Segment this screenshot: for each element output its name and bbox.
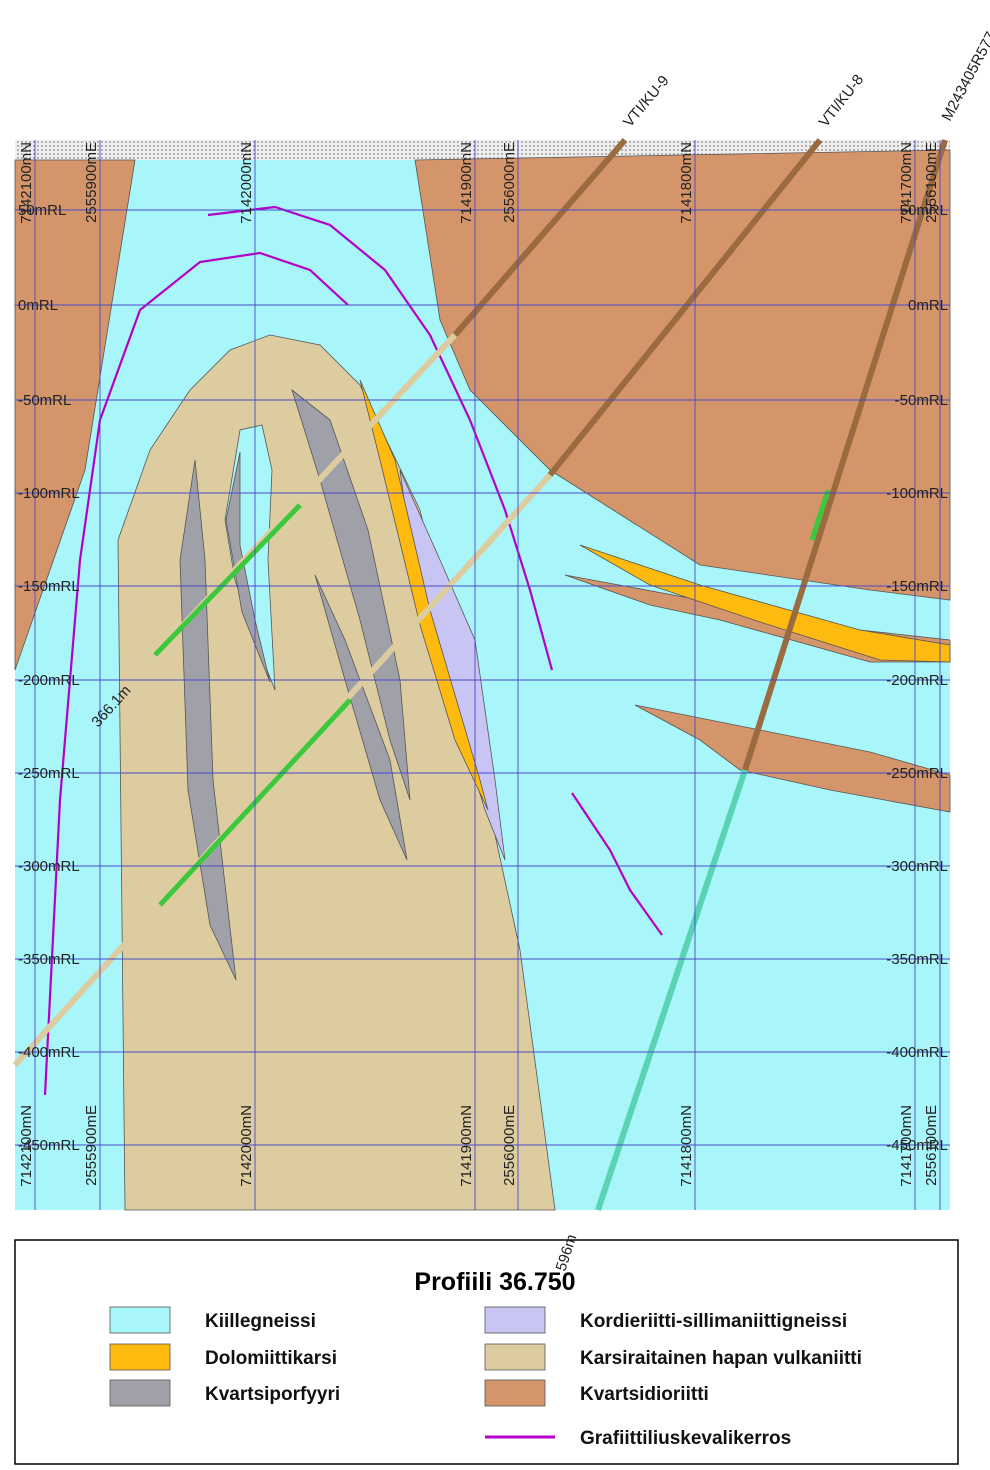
drillhole-label: VTI/KU-8 — [816, 71, 867, 130]
elevation-label: -50mRL — [895, 392, 948, 409]
column-label: 2556000mE — [501, 1105, 518, 1186]
elevation-label: -400mRL — [886, 1044, 948, 1061]
legend-swatch — [110, 1344, 170, 1370]
elevation-label: -350mRL — [18, 951, 80, 968]
elevation-label: -50mRL — [18, 392, 71, 409]
legend-swatch — [110, 1307, 170, 1333]
elevation-label: -450mRL — [18, 1137, 80, 1154]
elevation-label: -200mRL — [886, 672, 948, 689]
drillhole-label: M243405R577 — [939, 29, 990, 124]
elevation-label: -450mRL — [886, 1137, 948, 1154]
column-label: 7141900mN — [458, 1105, 475, 1187]
elevation-label: -100mRL — [886, 485, 948, 502]
elevation-label: 50mRL — [18, 202, 66, 219]
column-label: 7141800mN — [678, 142, 695, 224]
elevation-label: -150mRL — [18, 578, 80, 595]
section-map: Profiili 36.750 7142100mN7142100mN255590… — [0, 0, 990, 1465]
legend-swatch — [485, 1380, 545, 1406]
column-label: 7141900mN — [458, 142, 475, 224]
legend-label: Kiillegneissi — [205, 1311, 316, 1332]
column-label: 2555900mE — [83, 1105, 100, 1186]
elevation-label: -350mRL — [886, 951, 948, 968]
elevation-label: -200mRL — [18, 672, 80, 689]
legend-swatch — [485, 1307, 545, 1333]
column-label: 7142000mN — [238, 1105, 255, 1187]
legend-label: Dolomiittikarsi — [205, 1348, 337, 1369]
elevation-label: -400mRL — [18, 1044, 80, 1061]
legend-label: Kordieriitti-sillimaniittigneissi — [580, 1311, 847, 1332]
elevation-label: -250mRL — [886, 765, 948, 782]
legend-label: Karsiraitainen hapan vulkaniitti — [580, 1348, 862, 1369]
elevation-label: 50mRL — [900, 202, 948, 219]
drillhole-label: VTI/KU-9 — [620, 72, 673, 130]
legend-title: Profiili 36.750 — [414, 1268, 575, 1296]
column-label: 7142000mN — [238, 142, 255, 224]
column-label: 7141800mN — [678, 1105, 695, 1187]
column-label: 2556000mE — [501, 142, 518, 223]
elevation-label: -250mRL — [18, 765, 80, 782]
elevation-label: 0mRL — [18, 297, 58, 314]
elevation-label: -300mRL — [18, 858, 80, 875]
page: {"grid": {"columns": ["7142100mN", "2555… — [0, 0, 990, 1465]
elevation-label: -300mRL — [886, 858, 948, 875]
elevation-label: 0mRL — [908, 297, 948, 314]
legend-swatch — [110, 1380, 170, 1406]
legend-swatch — [485, 1344, 545, 1370]
column-label: 2555900mE — [83, 142, 100, 223]
legend-label: Kvartsiporfyyri — [205, 1384, 340, 1405]
elevation-label: -150mRL — [886, 578, 948, 595]
legend-label: Kvartsidioriitti — [580, 1384, 709, 1405]
elevation-label: -100mRL — [18, 485, 80, 502]
legend-label: Grafiittiliuskevalikerros — [580, 1428, 791, 1449]
